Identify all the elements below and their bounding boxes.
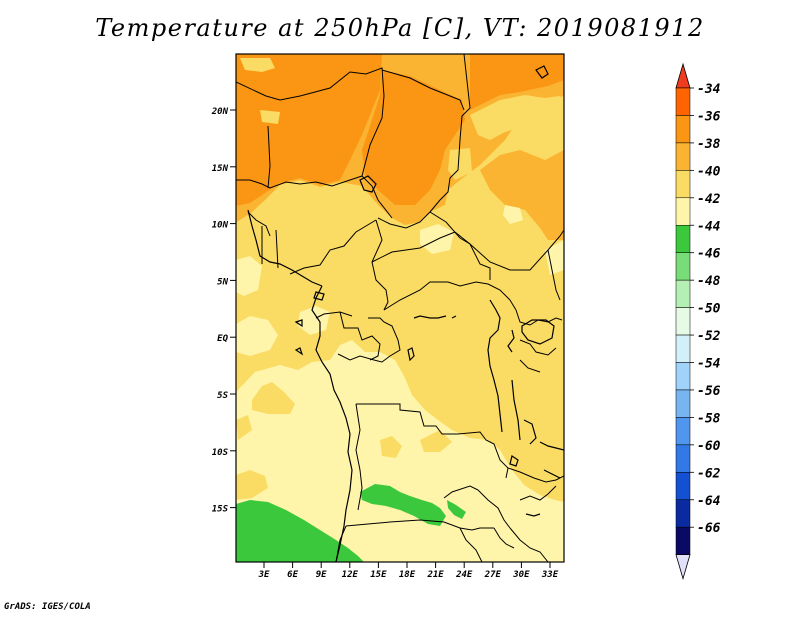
- lon-label: 21E: [426, 570, 444, 580]
- longitude-axis: 3E 6E 9E 12E 15E 18E 21E 24E 27E 30E 33E: [258, 562, 559, 580]
- colorbar-label: -34: [697, 82, 721, 97]
- colorbar-band: [675, 472, 691, 500]
- lat-label: 5S: [217, 391, 228, 401]
- colorbar-band: [675, 307, 691, 336]
- lon-label: 27E: [484, 570, 502, 580]
- field-minus38-east: [480, 150, 564, 240]
- coastlines: [247, 65, 564, 562]
- footer-credit: GrADS: IGES/COLA: [4, 602, 91, 612]
- field-minus44-southwest: [236, 500, 364, 562]
- map-frame: [235, 53, 565, 563]
- colorbar-label: -46: [697, 247, 721, 262]
- colorbar-band: [675, 197, 691, 226]
- lon-label: 12E: [342, 570, 359, 580]
- colorbar-band: [675, 115, 691, 144]
- colorbar-label: -62: [697, 466, 721, 481]
- colorbar-band: [675, 87, 691, 116]
- colorbar-label: -52: [697, 329, 721, 344]
- colorbar-label: -40: [697, 164, 721, 179]
- colorbar-label: -36: [697, 109, 721, 124]
- colorbar-label: -48: [697, 274, 721, 289]
- colorbar-label: -42: [697, 192, 721, 207]
- lon-label: 24E: [455, 570, 473, 580]
- field-minus36-central: [362, 70, 465, 205]
- colorbar-band: [675, 444, 691, 473]
- colorbar-band: [675, 362, 691, 391]
- lat-label: 5N: [217, 277, 228, 287]
- lon-label: 6E: [287, 570, 298, 580]
- colorbar-label: -50: [697, 302, 721, 317]
- colorbar-band: [675, 417, 691, 446]
- colorbar-label: -58: [697, 411, 721, 426]
- country-borders: [236, 54, 564, 562]
- colorbar-band: [675, 334, 691, 363]
- colorbar: -34 -36 -38 -40 -42 -44 -46 -48 -50 -52 -54 -56 -58 -…: [675, 62, 721, 581]
- lat-label: 10N: [212, 221, 229, 231]
- lon-label: 15E: [370, 570, 387, 580]
- colorbar-top-arrow: [675, 62, 691, 89]
- lat-label: 15N: [212, 164, 229, 174]
- temperature-field: [236, 54, 564, 562]
- colorbar-label: -38: [697, 137, 721, 152]
- colorbar-label: -66: [697, 521, 721, 536]
- field-minus44-angola: [360, 484, 446, 526]
- latitude-axis: 20N 15N 10N 5N EQ 5S 10S 15S: [211, 107, 236, 515]
- colorbar-band: [675, 225, 691, 253]
- colorbar-bottom-arrow: [675, 554, 691, 581]
- lon-label: 9E: [316, 570, 327, 580]
- lon-label: 3E: [258, 570, 270, 580]
- colorbar-label: -56: [697, 384, 721, 399]
- lon-label: 33E: [541, 570, 559, 580]
- colorbar-label: -44: [697, 219, 721, 234]
- colorbar-band: [675, 499, 691, 528]
- colorbar-label: -54: [697, 357, 721, 372]
- lat-label: EQ: [217, 334, 228, 344]
- field-minus42-south: [236, 340, 564, 562]
- field-minus36-west: [236, 54, 382, 206]
- lat-label: 15S: [212, 505, 229, 515]
- lon-label: 30E: [512, 570, 530, 580]
- colorbar-band: [675, 279, 691, 308]
- colorbar-band: [675, 142, 691, 171]
- chart-title: Temperature at 250hPa [C], VT: 201908191…: [95, 14, 705, 42]
- colorbar-band: [675, 389, 691, 418]
- colorbar-band: [675, 170, 691, 199]
- lat-label: 10S: [212, 448, 229, 458]
- lat-label: 20N: [211, 107, 229, 117]
- colorbar-band: [675, 526, 691, 555]
- colorbar-label: -60: [697, 439, 721, 454]
- lon-label: 18E: [399, 570, 416, 580]
- colorbar-label: -64: [697, 494, 721, 509]
- colorbar-band: [675, 252, 691, 281]
